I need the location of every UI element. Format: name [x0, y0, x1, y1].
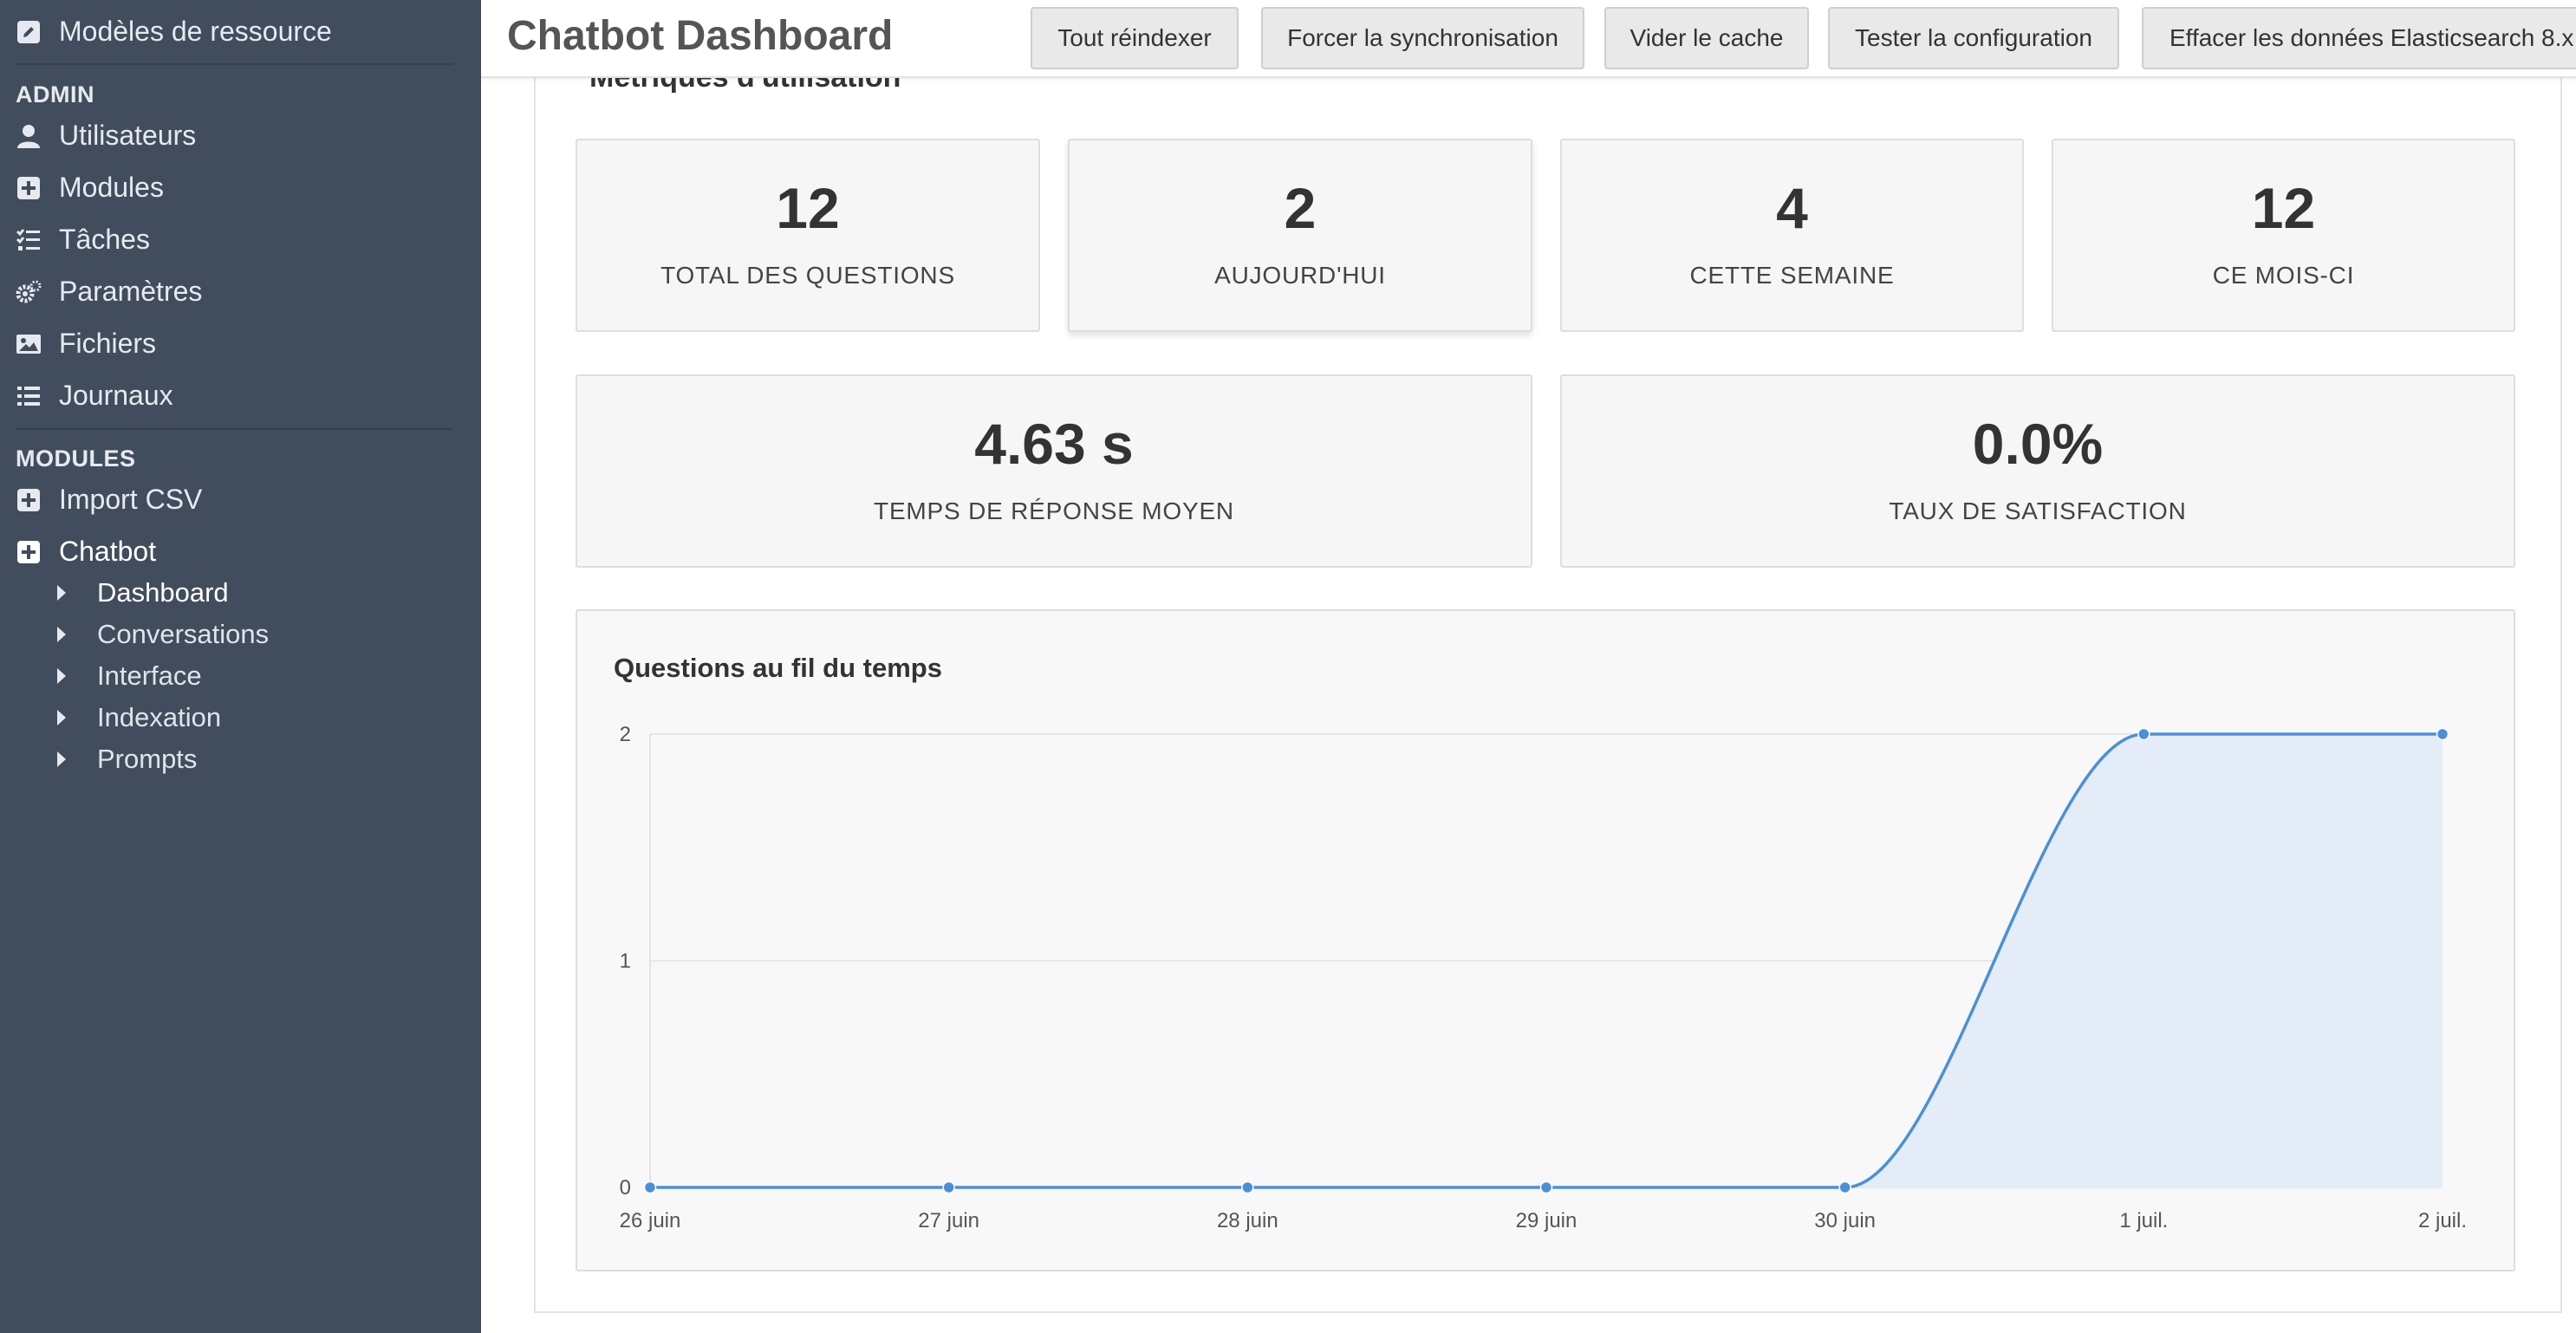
- data-point: [1539, 1180, 1553, 1194]
- x-tick-label: 26 juin: [620, 1209, 681, 1232]
- stat-label: CE MOIS-CI: [2212, 262, 2355, 289]
- caret-right-icon: [57, 627, 66, 642]
- list-icon: [16, 383, 42, 409]
- sidebar-subitem-label: Dashboard: [97, 577, 229, 608]
- stat-value: 4: [1776, 176, 1808, 240]
- sidebar-subitem-interface[interactable]: Interface: [57, 660, 202, 692]
- sidebar-subitem-label: Indexation: [97, 702, 222, 732]
- data-point: [942, 1180, 955, 1194]
- questions-chart: 0 1 2 26 juin 27 juin 28 juin 29 juin 30 juin 1 …: [620, 723, 2467, 1232]
- caret-right-icon: [57, 668, 66, 684]
- tasks-icon: [16, 227, 42, 253]
- sidebar-item-label: Journaux: [59, 380, 173, 411]
- stat-label: TEMPS DE RÉPONSE MOYEN: [874, 497, 1234, 524]
- x-tick-label: 1 juil.: [2119, 1209, 2168, 1232]
- stat-label: TAUX DE SATISFACTION: [1889, 497, 2187, 524]
- stat-card-week: 4 CETTE SEMAINE: [1560, 139, 2024, 332]
- stat-value: 12: [776, 176, 840, 240]
- sidebar-item-label: Import CSV: [59, 484, 203, 515]
- caret-right-icon: [57, 710, 66, 725]
- sidebar-subitem-prompts[interactable]: Prompts: [57, 744, 197, 775]
- clear-elasticsearch-button[interactable]: Effacer les données Elasticsearch 8.x: [2142, 7, 2576, 69]
- stat-label: CETTE SEMAINE: [1689, 262, 1895, 289]
- force-sync-button[interactable]: Forcer la synchronisation: [1261, 7, 1584, 69]
- data-point: [1241, 1180, 1254, 1194]
- caret-right-icon: [57, 585, 66, 601]
- plus-square-icon: [16, 487, 42, 513]
- sidebar-divider: [16, 428, 453, 430]
- edit-icon: [16, 19, 42, 45]
- page-title: Chatbot Dashboard: [507, 13, 894, 59]
- test-config-button[interactable]: Tester la configuration: [1828, 7, 2119, 69]
- sidebar: Modèles de ressource ADMIN Utilisateurs …: [0, 0, 481, 1333]
- stat-value: 4.63 s: [974, 412, 1134, 476]
- chart-title: Questions au fil du temps: [614, 653, 942, 683]
- sidebar-item-label: Chatbot: [59, 536, 157, 567]
- sidebar-item-files[interactable]: Fichiers: [16, 328, 156, 360]
- sidebar-divider: [16, 63, 453, 65]
- caret-right-icon: [57, 751, 66, 767]
- x-tick-label: 28 juin: [1217, 1209, 1278, 1232]
- sidebar-item-label: Paramètres: [59, 276, 203, 307]
- gears-icon: [16, 279, 42, 305]
- stat-card-total: 12 TOTAL DES QUESTIONS: [576, 139, 1040, 332]
- sidebar-heading-admin: ADMIN: [16, 81, 94, 107]
- data-point: [2137, 727, 2150, 741]
- series-area: [650, 734, 2443, 1187]
- stat-label: AUJOURD'HUI: [1214, 262, 1386, 289]
- clear-cache-button[interactable]: Vider le cache: [1604, 7, 1809, 69]
- stat-card-month: 12 CE MOIS-CI: [2052, 139, 2515, 332]
- sidebar-item-label: Modules: [59, 172, 164, 203]
- stat-card-today: 2 AUJOURD'HUI: [1068, 139, 1532, 332]
- plus-square-icon: [16, 175, 42, 201]
- sidebar-item-tasks[interactable]: Tâches: [16, 224, 150, 256]
- sidebar-subitem-label: Interface: [97, 660, 202, 691]
- stat-card-satisfaction: 0.0% TAUX DE SATISFACTION: [1560, 374, 2515, 568]
- sidebar-item-logs[interactable]: Journaux: [16, 380, 173, 412]
- x-tick-label: 2 juil.: [2418, 1209, 2467, 1232]
- sidebar-item-resource-templates[interactable]: Modèles de ressource: [16, 16, 332, 48]
- data-point: [643, 1180, 657, 1194]
- reindex-all-button[interactable]: Tout réindexer: [1031, 7, 1239, 69]
- data-point: [1838, 1180, 1851, 1194]
- y-tick-label: 0: [620, 1176, 631, 1200]
- stat-value: 0.0%: [1972, 412, 2104, 476]
- image-icon: [16, 331, 42, 357]
- sidebar-subitem-label: Conversations: [97, 619, 270, 649]
- x-tick-label: 27 juin: [918, 1209, 979, 1232]
- sidebar-subitem-indexation[interactable]: Indexation: [57, 702, 221, 733]
- sidebar-item-label: Utilisateurs: [59, 120, 197, 151]
- page-header: Chatbot Dashboard Tout réindexer Forcer …: [481, 0, 2576, 78]
- sidebar-subitem-conversations[interactable]: Conversations: [57, 619, 269, 650]
- x-tick-label: 29 juin: [1516, 1209, 1577, 1232]
- plus-square-icon: [16, 539, 42, 565]
- x-tick-label: 30 juin: [1814, 1209, 1876, 1232]
- sidebar-item-label: Tâches: [59, 224, 150, 255]
- sidebar-item-label: Modèles de ressource: [59, 16, 332, 47]
- sidebar-item-chatbot[interactable]: Chatbot: [16, 536, 156, 568]
- data-point: [2436, 727, 2449, 741]
- questions-chart-card: Questions au fil du temps 0 1 2 26 juin 27 j…: [576, 609, 2515, 1271]
- sidebar-item-users[interactable]: Utilisateurs: [16, 120, 196, 152]
- sidebar-item-settings[interactable]: Paramètres: [16, 276, 202, 308]
- sidebar-subitem-label: Prompts: [97, 744, 198, 774]
- stat-card-response-time: 4.63 s TEMPS DE RÉPONSE MOYEN: [576, 374, 1532, 568]
- y-tick-label: 2: [620, 723, 631, 746]
- stat-value: 2: [1284, 176, 1317, 240]
- sidebar-item-label: Fichiers: [59, 328, 157, 359]
- sidebar-heading-modules: MODULES: [16, 445, 136, 471]
- user-icon: [16, 123, 42, 149]
- stat-label: TOTAL DES QUESTIONS: [660, 262, 955, 289]
- sidebar-item-import-csv[interactable]: Import CSV: [16, 484, 202, 516]
- sidebar-subitem-dashboard[interactable]: Dashboard: [57, 577, 229, 608]
- stat-value: 12: [2251, 176, 2316, 240]
- y-tick-label: 1: [620, 950, 631, 973]
- sidebar-item-modules[interactable]: Modules: [16, 172, 164, 204]
